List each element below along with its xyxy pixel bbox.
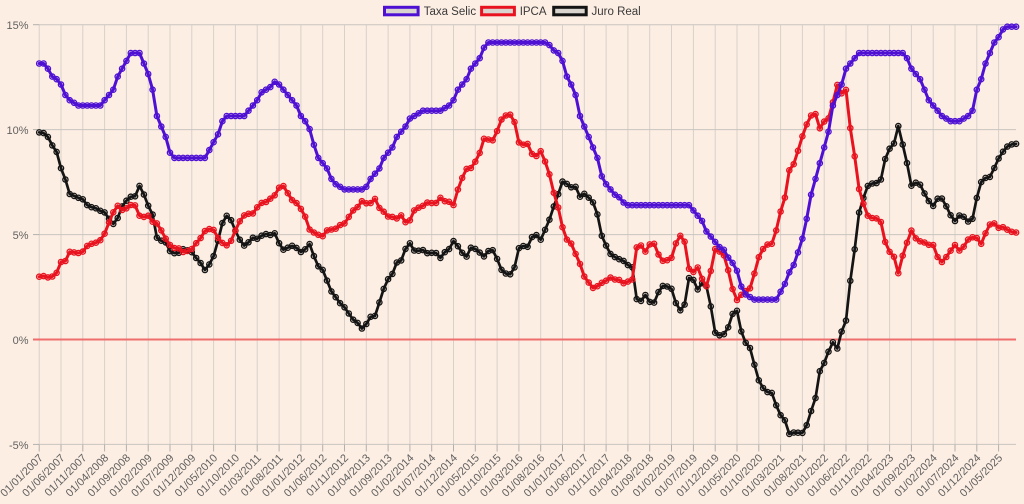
svg-text:15%: 15% [6,20,28,32]
svg-text:0%: 0% [13,335,29,347]
svg-text:Taxa Selic: Taxa Selic [424,6,477,18]
svg-text:5%: 5% [13,230,29,242]
svg-text:Juro Real: Juro Real [592,6,641,18]
svg-text:IPCA: IPCA [520,6,547,18]
svg-text:-5%: -5% [9,440,29,452]
svg-text:10%: 10% [6,125,28,137]
